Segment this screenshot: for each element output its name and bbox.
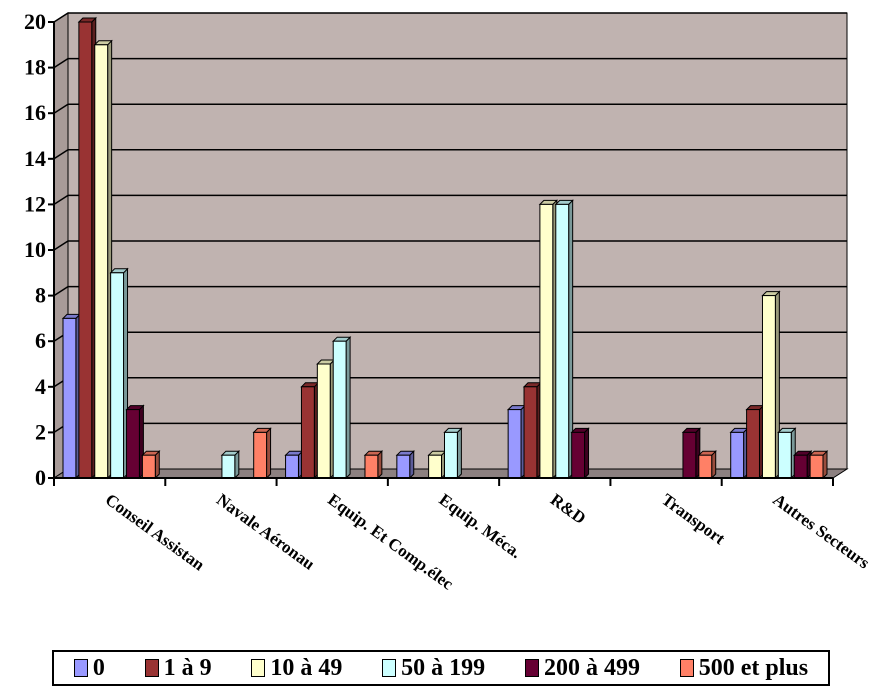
x-category-label: Equip. Méca. <box>436 490 525 562</box>
legend-item: 50 à 199 <box>382 655 485 682</box>
legend-item: 10 à 49 <box>251 655 342 682</box>
bar-50 à 199-6 <box>777 427 797 480</box>
bar-0-4 <box>506 404 527 480</box>
gridline <box>53 57 847 69</box>
bar-200 à 499-5 <box>681 427 702 480</box>
legend-swatch <box>144 659 159 677</box>
bar-10 à 49-2 <box>316 358 336 480</box>
bar-0-3 <box>395 449 415 480</box>
legend-label: 50 à 199 <box>401 654 486 681</box>
bar-10 à 49-3 <box>427 449 447 480</box>
gridline <box>53 149 847 160</box>
x-category-label: Autres Secteurs <box>769 490 873 573</box>
bar-1 à 9-4 <box>522 381 543 480</box>
bar-200 à 499-4 <box>570 427 590 480</box>
bar-10 à 49-0 <box>93 39 113 480</box>
legend-swatch <box>679 659 694 677</box>
bar-500 et plus-0 <box>141 449 161 480</box>
bar-50 à 199-4 <box>554 199 574 480</box>
y-tick-label: 16 <box>24 100 46 125</box>
bar-50 à 199-0 <box>109 267 129 480</box>
bar-500 et plus-1 <box>252 427 272 480</box>
bar-50 à 199-1 <box>220 449 241 480</box>
x-category-label: Conseil Assistan <box>102 490 209 575</box>
x-category-label: Transport <box>658 490 729 549</box>
bar-200 à 499-6 <box>793 449 813 480</box>
x-axis-labels: Conseil Assistan Navale Aéronau Equip. Et … <box>102 490 874 594</box>
y-tick-label: 0 <box>35 465 46 490</box>
y-tick-label: 4 <box>35 374 46 399</box>
bar-500 et plus-2 <box>363 449 384 480</box>
legend-label: 200 à 499 <box>543 654 640 681</box>
plot-area <box>52 12 849 479</box>
bar-0-6 <box>729 427 749 480</box>
gridline <box>53 12 847 23</box>
legend-swatch <box>73 659 88 677</box>
bar-0-2 <box>284 449 304 480</box>
legend-label: 500 et plus <box>698 654 809 681</box>
gridline <box>53 240 847 251</box>
gridline <box>53 194 847 206</box>
bar-1 à 9-0 <box>77 16 97 480</box>
y-tick-label: 12 <box>24 191 46 216</box>
bar-1 à 9-2 <box>300 381 320 480</box>
y-tick-label: 20 <box>24 9 46 34</box>
y-tick-label: 2 <box>35 419 46 444</box>
legend-label: 1 à 9 <box>163 654 212 681</box>
axes <box>48 21 834 486</box>
gridlines <box>53 12 847 434</box>
legend-swatch <box>251 659 266 677</box>
legend-item: 500 et plus <box>679 654 809 682</box>
bar-1 à 9-6 <box>745 404 765 480</box>
legend-swatch <box>524 659 539 677</box>
gridline <box>53 103 847 114</box>
y-tick-label: 6 <box>35 328 46 353</box>
y-tick-label: 10 <box>24 237 46 262</box>
bar-10 à 49-6 <box>761 290 781 480</box>
legend-item: 0 <box>73 654 105 682</box>
legend-label: 10 à 49 <box>270 654 343 681</box>
legend-label: 0 <box>92 654 105 681</box>
bars <box>61 16 829 480</box>
bar-500 et plus-6 <box>808 449 829 480</box>
bar-50 à 199-3 <box>443 427 463 480</box>
y-tick-label: 14 <box>24 146 46 171</box>
y-tick-label: 18 <box>24 55 46 80</box>
bar-0-0 <box>61 313 82 480</box>
bar-500 et plus-5 <box>697 449 717 480</box>
gridline <box>53 285 847 297</box>
y-axis-ticks: 0 2 4 6 8 10 12 14 16 18 20 <box>24 9 46 490</box>
x-category-label: Navale Aéronau <box>213 490 318 574</box>
legend-item: 200 à 499 <box>524 654 640 682</box>
legend-item: 1 à 9 <box>144 654 212 682</box>
x-category-label: R&D <box>547 490 589 528</box>
y-tick-label: 8 <box>35 283 46 308</box>
bar-10 à 49-4 <box>538 199 558 480</box>
bar-200 à 499-0 <box>125 404 145 480</box>
legend: 0 1 à 9 10 à 49 50 à 199 200 à 499 500 et plu… <box>52 650 830 686</box>
bar-50 à 199-2 <box>332 335 352 480</box>
legend-swatch <box>382 659 397 677</box>
